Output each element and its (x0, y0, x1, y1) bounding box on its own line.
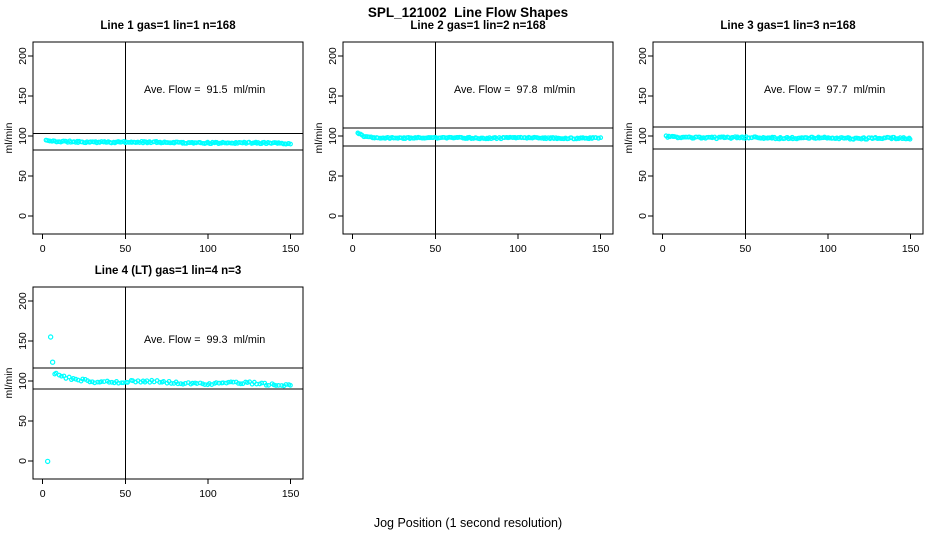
x-tick-label: 100 (509, 243, 527, 255)
x-tick-label: 150 (592, 243, 610, 255)
ave-flow-annotation: Ave. Flow = 99.3 ml/min (144, 334, 266, 347)
scatter-plot: 0 50 100 150 0 50 100 150 200 (17, 41, 304, 255)
ave-flow-annotation: Ave. Flow = 91.5 ml/min (144, 84, 266, 97)
panel-line-1: Line 1 gas=1 lin=1 n=168 0 50 100 150 0 50 100… (0, 0, 312, 265)
y-tick-label: 100 (637, 127, 649, 145)
y-tick-label: 0 (327, 213, 339, 219)
x-axis-label: Jog Position (1 second resolution) (373, 516, 563, 530)
figure-title: SPL_121002 Line Flow Shapes (367, 5, 569, 20)
y-tick-label: 0 (17, 213, 29, 219)
panel-title: Line 2 gas=1 lin=2 n=168 (410, 20, 546, 32)
y-tick-label: 0 (17, 458, 29, 464)
x-tick-label: 0 (660, 243, 666, 255)
y-axis-label: ml/min (3, 122, 15, 154)
x-tick-label: 50 (429, 243, 441, 255)
plot-frame (342, 41, 614, 235)
x-tick-label: 0 (40, 488, 46, 500)
y-axis-ticks: 0 50 100 150 200 (17, 47, 33, 219)
x-tick-label: 150 (282, 243, 300, 255)
y-tick-label: 200 (327, 47, 339, 65)
y-axis-label: ml/min (313, 122, 325, 154)
scatter-plot: 0 50 100 150 0 50 100 150 200 (17, 286, 304, 500)
y-tick-label: 150 (637, 87, 649, 105)
data-points (663, 133, 913, 142)
x-axis-ticks: 0 50 100 150 (40, 479, 300, 500)
x-tick-label: 0 (40, 243, 46, 255)
x-tick-label: 100 (199, 243, 217, 255)
y-tick-label: 150 (327, 87, 339, 105)
y-tick-label: 200 (17, 47, 29, 65)
plot-frame (32, 41, 304, 235)
ave-flow-annotation: Ave. Flow = 97.8 ml/min (454, 84, 576, 97)
y-axis-ticks: 0 50 100 150 200 (17, 292, 33, 464)
x-tick-label: 0 (350, 243, 356, 255)
panel-line-2: Line 2 gas=1 lin=2 n=168 0 50 100 150 0 50 100… (310, 0, 622, 265)
data-points (355, 130, 604, 142)
plot-frame (32, 286, 304, 480)
scatter-plot: 0 50 100 150 0 50 100 150 200 (637, 41, 924, 255)
y-tick-label: 100 (327, 127, 339, 145)
y-tick-label: 50 (17, 415, 29, 427)
y-tick-label: 50 (637, 170, 649, 182)
x-axis-ticks: 0 50 100 150 (350, 234, 610, 255)
panel-line-3: Line 3 gas=1 lin=3 n=168 0 50 100 150 0 50 100… (620, 0, 932, 265)
x-tick-label: 150 (282, 488, 300, 500)
x-axis-ticks: 0 50 100 150 (660, 234, 920, 255)
y-axis-ticks: 0 50 100 150 200 (327, 47, 343, 219)
data-points (44, 334, 293, 465)
x-axis-ticks: 0 50 100 150 (40, 234, 300, 255)
panel-line-4: Line 4 (LT) gas=1 lin=4 n=3 0 50 100 150 0 50… (0, 245, 312, 510)
scatter-plot: 0 50 100 150 0 50 100 150 200 (327, 41, 614, 255)
panel-title: Line 1 gas=1 lin=1 n=168 (100, 20, 236, 32)
x-tick-label: 50 (119, 243, 131, 255)
y-tick-label: 150 (17, 87, 29, 105)
ave-flow-annotation: Ave. Flow = 97.7 ml/min (764, 84, 886, 97)
data-points (43, 137, 293, 147)
x-tick-label: 100 (199, 488, 217, 500)
panel-title: Line 4 (LT) gas=1 lin=4 n=3 (94, 265, 242, 277)
x-tick-label: 50 (739, 243, 751, 255)
y-tick-label: 100 (17, 127, 29, 145)
y-axis-ticks: 0 50 100 150 200 (637, 47, 653, 219)
y-tick-label: 0 (637, 213, 649, 219)
plot-frame (652, 41, 924, 235)
y-tick-label: 200 (17, 292, 29, 310)
reference-lines (33, 42, 303, 234)
y-tick-label: 100 (17, 372, 29, 390)
y-axis-label: ml/min (3, 367, 15, 399)
y-tick-label: 200 (637, 47, 649, 65)
y-axis-label: ml/min (623, 122, 635, 154)
x-tick-label: 100 (819, 243, 837, 255)
x-tick-label: 50 (119, 488, 131, 500)
y-tick-label: 150 (17, 332, 29, 350)
panel-title: Line 3 gas=1 lin=3 n=168 (720, 20, 856, 32)
x-tick-label: 150 (902, 243, 920, 255)
y-tick-label: 50 (327, 170, 339, 182)
y-tick-label: 50 (17, 170, 29, 182)
